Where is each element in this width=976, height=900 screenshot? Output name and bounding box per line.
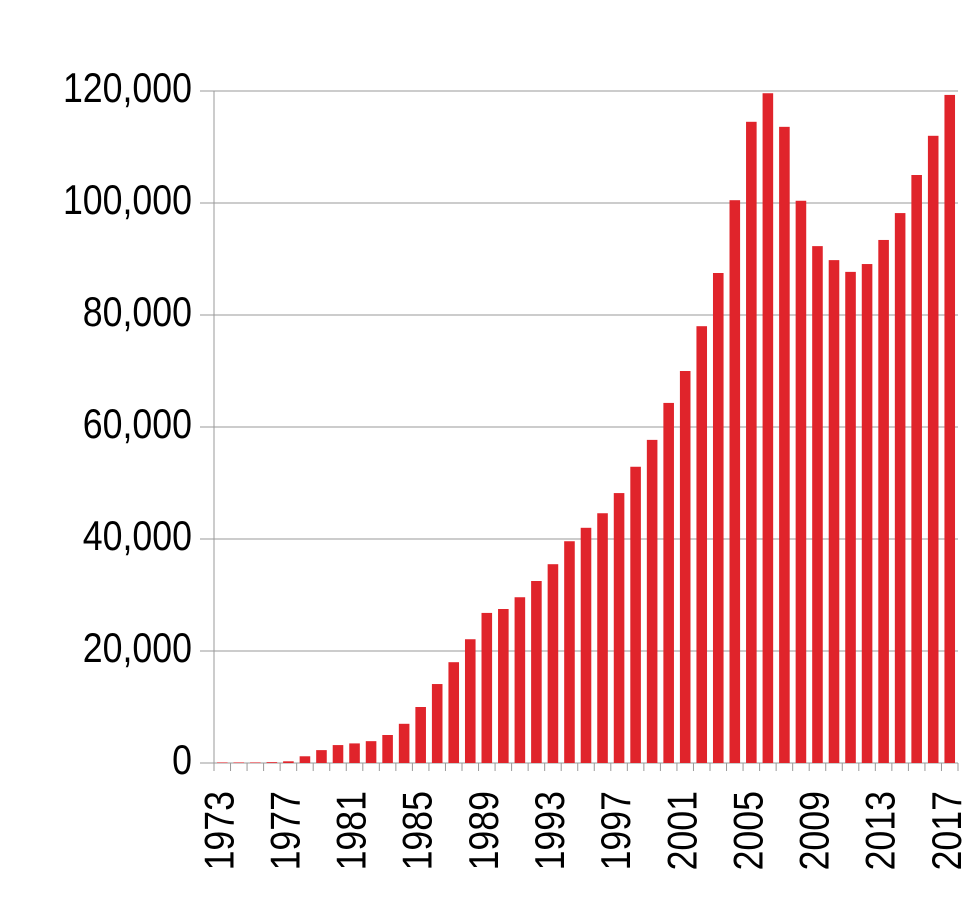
bar xyxy=(564,541,575,763)
bar xyxy=(332,745,344,763)
bar xyxy=(349,743,360,763)
x-tick-label: 1985 xyxy=(395,791,441,870)
bar xyxy=(431,684,443,763)
bar xyxy=(812,246,823,763)
y-tick-label: 100,000 xyxy=(63,177,192,223)
y-tick-label: 120,000 xyxy=(63,65,192,111)
bar xyxy=(679,371,691,763)
x-tick-label: 2017 xyxy=(924,791,970,870)
bar xyxy=(233,762,245,763)
bar xyxy=(514,597,526,763)
bar xyxy=(365,741,377,763)
bar xyxy=(762,93,774,764)
bar xyxy=(448,662,460,763)
y-tick-label: 40,000 xyxy=(83,513,192,559)
bar xyxy=(299,756,311,763)
x-tick-label: 1981 xyxy=(329,791,375,870)
x-tick-label: 2009 xyxy=(792,791,838,870)
x-tick-label: 1973 xyxy=(197,791,243,870)
bar xyxy=(597,513,608,763)
bar xyxy=(464,639,476,763)
bar xyxy=(316,750,327,763)
bar xyxy=(712,273,724,763)
bar xyxy=(646,439,658,763)
bar xyxy=(746,121,757,764)
y-tick-label: 20,000 xyxy=(83,625,192,671)
y-tick-label: 0 xyxy=(172,737,192,783)
bar xyxy=(828,260,840,763)
bar xyxy=(630,466,641,763)
bar xyxy=(795,200,807,763)
bar xyxy=(283,761,294,763)
bar xyxy=(861,264,873,763)
bar xyxy=(878,239,889,763)
bar xyxy=(944,94,956,764)
bar xyxy=(266,762,278,763)
y-tick-label: 80,000 xyxy=(83,289,192,335)
bar xyxy=(779,126,790,764)
bar xyxy=(845,271,856,763)
bar xyxy=(729,200,741,763)
bar xyxy=(927,135,939,764)
x-tick-label: 1989 xyxy=(461,791,507,870)
bar xyxy=(613,493,625,763)
bar xyxy=(894,213,906,763)
bar xyxy=(498,609,509,763)
x-tick-label: 2005 xyxy=(726,791,772,870)
bar xyxy=(250,762,261,763)
bar xyxy=(580,527,592,763)
bar xyxy=(531,581,542,763)
x-tick-label: 1993 xyxy=(527,791,573,870)
bar xyxy=(398,723,410,763)
x-tick-label: 2001 xyxy=(660,791,706,870)
x-tick-label: 1977 xyxy=(263,791,309,870)
bar xyxy=(415,707,426,763)
bar xyxy=(382,735,393,763)
bar xyxy=(216,762,228,763)
x-tick-label: 1997 xyxy=(594,791,640,870)
x-tick-label: 2013 xyxy=(858,791,904,870)
bar xyxy=(663,402,674,763)
bar xyxy=(911,175,922,763)
bar xyxy=(696,326,708,763)
y-tick-label: 60,000 xyxy=(83,401,192,447)
bar xyxy=(547,564,559,763)
bar xyxy=(481,612,493,763)
